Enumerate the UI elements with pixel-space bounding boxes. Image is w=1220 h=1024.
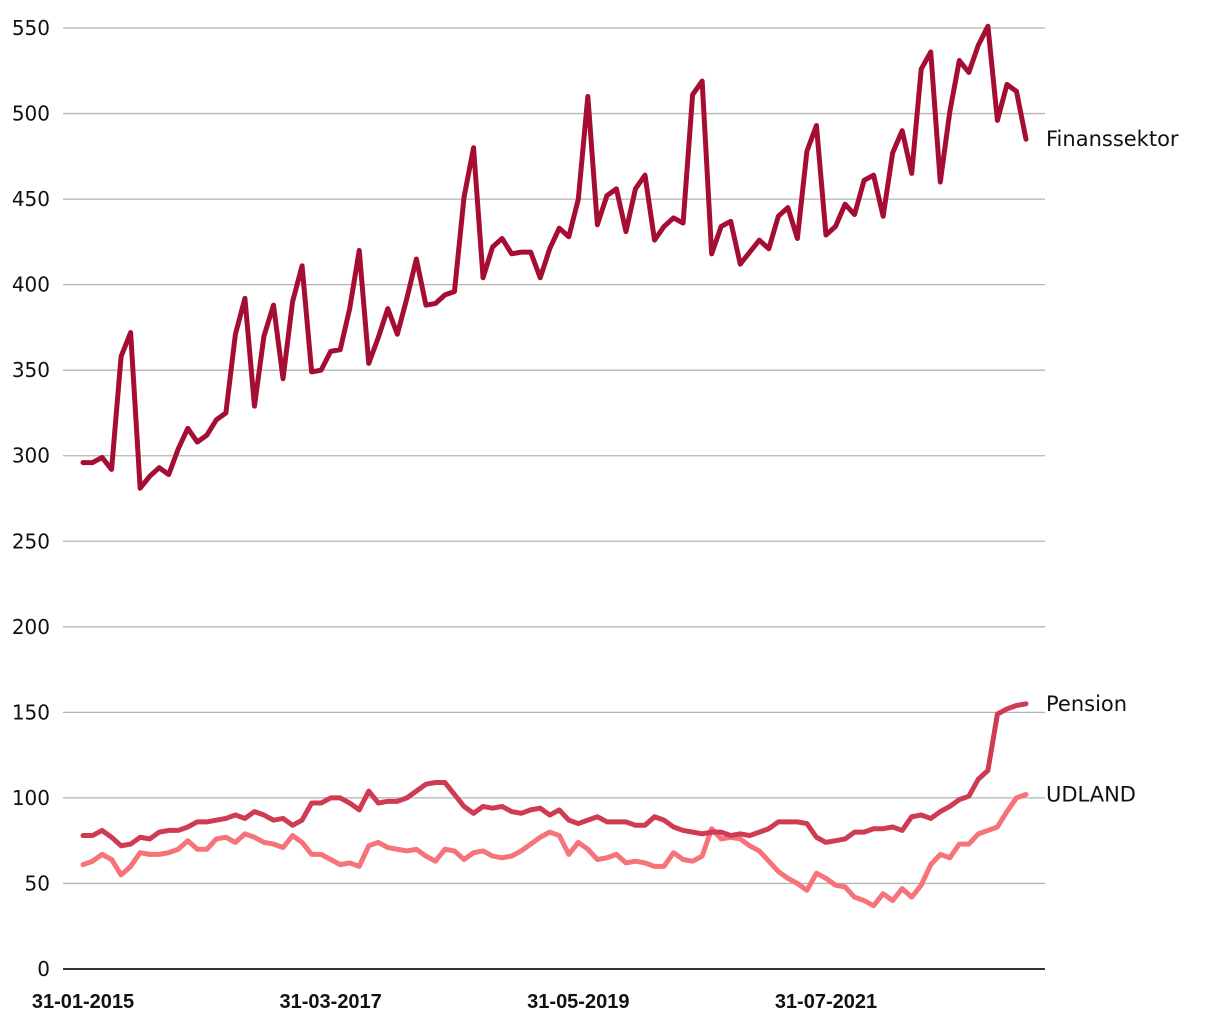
y-tick-label: 100	[12, 786, 50, 810]
y-tick-label: 250	[12, 529, 50, 553]
y-tick-label: 350	[12, 358, 50, 382]
y-tick-label: 400	[12, 273, 50, 297]
series-end-labels: Finanssektor Pension UDLAND	[1046, 127, 1179, 806]
series-label-finanssektor: Finanssektor	[1046, 127, 1179, 151]
series-lines	[80, 23, 1029, 909]
series-line-pension	[80, 701, 1029, 849]
y-tick-label: 450	[12, 187, 50, 211]
y-axis-tick-labels: 0 50 100 150 200 250 300 350 400 450 500 550	[12, 16, 50, 981]
series-label-udland: UDLAND	[1046, 782, 1136, 806]
y-tick-label: 50	[25, 871, 50, 895]
gridlines	[63, 27, 1045, 970]
y-tick-label: 0	[37, 957, 50, 981]
x-tick-label: 31-01-2015	[32, 991, 134, 1013]
series-label-pension: Pension	[1046, 692, 1127, 716]
y-tick-label: 500	[12, 102, 50, 126]
x-tick-label: 31-07-2021	[775, 991, 877, 1013]
series-line-udland	[80, 791, 1029, 909]
x-tick-label: 31-05-2019	[527, 991, 629, 1013]
y-tick-label: 200	[12, 615, 50, 639]
y-tick-label: 550	[12, 16, 50, 40]
y-tick-label: 150	[12, 700, 50, 724]
y-tick-label: 300	[12, 444, 50, 468]
x-tick-label: 31-03-2017	[280, 991, 382, 1013]
x-axis-tick-labels: 31-01-2015 31-03-2017 31-05-2019 31-07-2021	[32, 991, 877, 1013]
series-line-finanssektor	[80, 23, 1029, 491]
